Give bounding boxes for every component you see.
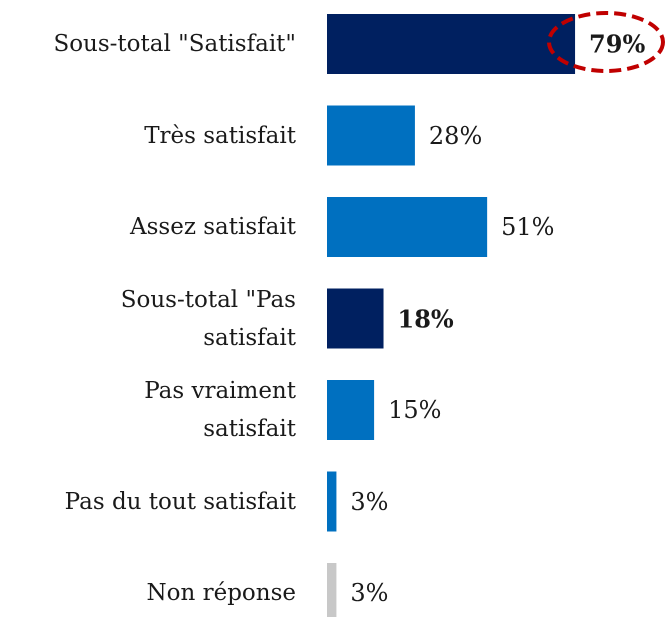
value-label: 18% <box>397 304 454 333</box>
value-label: 51% <box>501 213 555 241</box>
category-label: Non réponse <box>146 580 297 606</box>
bar <box>327 197 488 257</box>
value-label: 79% <box>589 29 646 59</box>
bar <box>327 380 375 440</box>
bar <box>327 288 384 349</box>
bar <box>327 471 337 532</box>
category-label: Pas vraiment satisfait <box>144 378 296 442</box>
category-label: Très satisfait <box>144 122 296 149</box>
category-label: Pas du tout satisfait <box>64 488 296 515</box>
value-label: 3% <box>350 579 389 607</box>
highlight-ellipse <box>547 11 665 73</box>
category-label: Sous-total "Satisfait" <box>53 31 296 57</box>
bar <box>327 563 337 617</box>
value-label: 3% <box>350 487 389 516</box>
bar <box>327 14 576 74</box>
category-label: Assez satisfait <box>130 214 296 240</box>
value-label: 28% <box>428 121 483 150</box>
category-label: Sous-total "Pas satisfait <box>120 286 296 351</box>
value-label: 15% <box>388 396 442 424</box>
bar <box>327 105 415 166</box>
